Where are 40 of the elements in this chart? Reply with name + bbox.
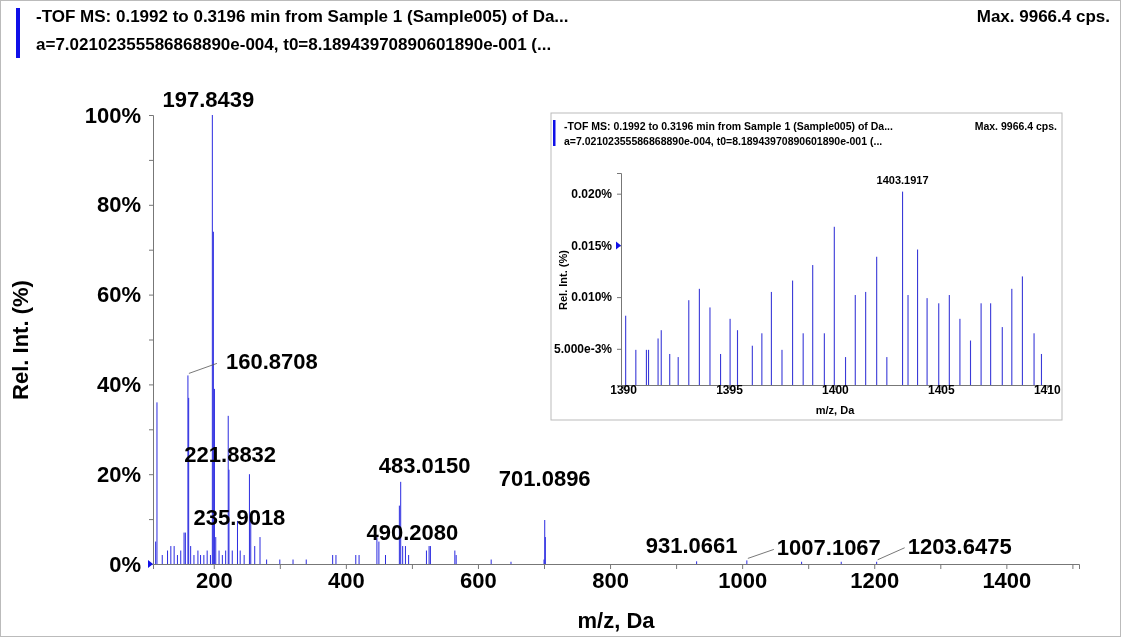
x-tick-label: 1400 [982,568,1032,593]
x-tick-label: 1000 [718,568,768,593]
y-tick-label: 0.010% [571,290,613,305]
annotation: Max. 9966.4 cps. [974,120,1058,132]
y-tick-label: 0.020% [571,187,613,202]
x-tick-label: 800 [592,568,629,593]
x-axis-title: m/z, Da [815,404,856,416]
chart-title: -TOF MS: 0.1992 to 0.3196 min from Sample 1 (Sample005) of Da... [36,7,569,26]
annotation: 483.0150 [378,452,471,478]
x-tick-label: 1400 [822,383,850,397]
x-tick-label: 200 [195,568,233,593]
x-tick-label: 1200 [850,568,900,593]
y-tick-label: 5.000e-3% [553,342,613,357]
annotation: 197.8439 [162,87,255,112]
annotation: 1007.1067 [776,535,881,561]
y-axis-title: Rel. Int. (%) [557,249,569,310]
x-tick-label: 1410 [1033,383,1061,397]
chart-title: -TOF MS: 0.1992 to 0.3196 min from Sample 1 (Sample005) of Da... [564,120,893,132]
chart-subtitle: a=7.02102355586868890e-004, t0=8.18943970890601890e-001 (... [564,135,883,147]
x-tick-label: 400 [328,568,365,593]
y-tick-label: 80% [96,192,141,218]
x-axis-title: m/z, Da [577,608,656,633]
x-tick-label: 1405 [928,383,956,397]
y-tick-label: 0.015% [571,238,613,253]
annotation: 1203.6475 [907,533,1012,559]
x-tick-label: 600 [460,568,497,593]
annotation: 701.0896 [498,466,591,491]
annotation: 160.8708 [226,349,318,375]
y-tick-label: 20% [96,461,141,487]
y-tick-label: 40% [96,371,141,397]
x-tick-label: 1390 [610,383,638,397]
y-axis-title: Rel. Int. (%) [8,280,33,400]
y-tick-label: 60% [96,282,141,308]
y-tick-label: 0% [109,551,141,577]
annotation: 1403.1917 [876,173,929,186]
annotation: 931.0661 [645,533,738,559]
text: Max. 9966.4 cps. [976,7,1110,26]
x-tick-label: 1395 [716,383,744,397]
y-tick-label: 100% [84,102,141,128]
chart-subtitle: a=7.02102355586868890e-004, t0=8.18943970890601890e-001 (... [36,35,552,54]
